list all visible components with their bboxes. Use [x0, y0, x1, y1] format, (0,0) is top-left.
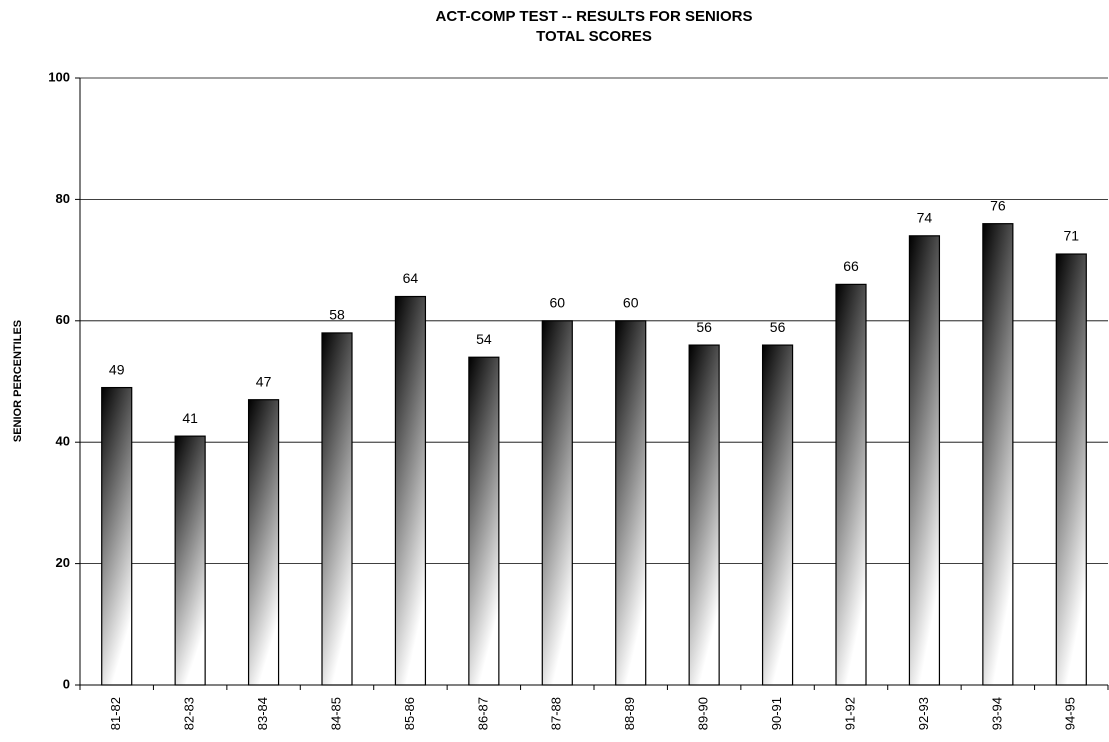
value-label: 60	[549, 295, 565, 311]
value-label: 64	[403, 270, 419, 286]
bar	[541, 320, 573, 686]
x-tick-label: 91-92	[842, 697, 857, 730]
x-tick-label: 88-89	[622, 697, 637, 730]
value-label: 74	[917, 210, 933, 226]
value-label: 66	[843, 258, 859, 274]
x-tick-label: 81-82	[108, 697, 123, 730]
chart-title: ACT-COMP TEST -- RESULTS FOR SENIORS	[436, 8, 753, 25]
x-tick-label: 93-94	[989, 697, 1004, 730]
value-label: 76	[990, 197, 1006, 213]
bar	[468, 356, 500, 686]
x-tick-label: 86-87	[475, 697, 490, 730]
y-axis-label: SENIOR PERCENTILES	[12, 320, 24, 442]
bar	[688, 344, 720, 686]
x-tick-label: 84-85	[328, 697, 343, 730]
value-label: 60	[623, 295, 639, 311]
value-label: 56	[770, 319, 786, 335]
y-tick-label: 80	[56, 191, 70, 206]
x-tick-label: 85-86	[402, 697, 417, 730]
chart-subtitle: TOTAL SCORES	[536, 28, 652, 45]
x-tick-label: 90-91	[769, 697, 784, 730]
bar	[174, 435, 206, 686]
value-label: 49	[109, 361, 125, 377]
bar	[1055, 253, 1087, 686]
bar	[908, 235, 941, 686]
bar	[982, 223, 1014, 686]
x-tick-label: 87-88	[549, 697, 564, 730]
y-tick-label: 20	[56, 555, 70, 570]
bar	[101, 386, 133, 686]
x-tick-label: 94-95	[1063, 697, 1078, 730]
bar	[761, 344, 794, 686]
y-tick-label: 40	[56, 434, 70, 449]
value-label: 56	[696, 319, 712, 335]
value-label: 47	[256, 373, 272, 389]
y-tick-label: 0	[63, 676, 70, 691]
value-label: 54	[476, 331, 492, 347]
bar	[835, 283, 867, 686]
x-tick-label: 89-90	[696, 697, 711, 730]
y-tick-label: 60	[56, 312, 70, 327]
value-label: 41	[182, 410, 198, 426]
value-label: 58	[329, 307, 345, 323]
bar	[321, 332, 353, 686]
x-tick-label: 83-84	[255, 697, 270, 730]
y-tick-label: 100	[48, 69, 70, 84]
x-tick-label: 92-93	[916, 697, 931, 730]
x-tick-label: 82-83	[182, 697, 197, 730]
value-label: 71	[1063, 228, 1079, 244]
bar	[615, 320, 647, 686]
bar	[394, 295, 427, 686]
bar	[247, 399, 280, 686]
